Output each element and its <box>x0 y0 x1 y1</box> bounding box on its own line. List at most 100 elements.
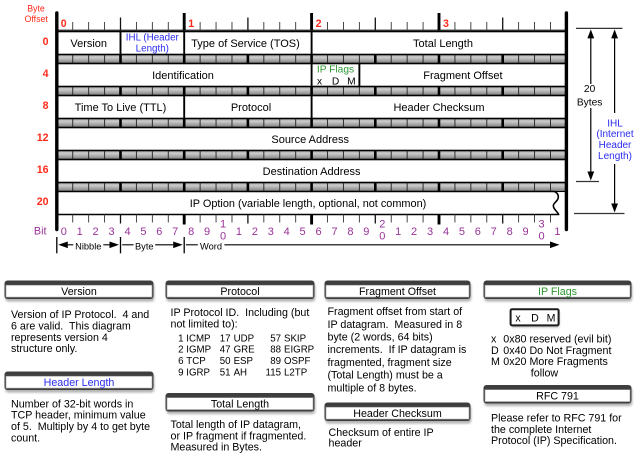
svg-text:Protocol (IP) Specification.: Protocol (IP) Specification. <box>491 435 617 447</box>
svg-text:IP Flags: IP Flags <box>317 64 354 75</box>
svg-text:5: 5 <box>300 226 306 238</box>
svg-text:IP Flags: IP Flags <box>538 286 577 298</box>
svg-text:or IP fragment if fragmented.: or IP fragment if fragmented. <box>171 430 307 442</box>
svg-text:header: header <box>329 438 363 450</box>
svg-text:structure only.: structure only. <box>11 343 77 355</box>
svg-text:UDP: UDP <box>234 333 254 344</box>
svg-text:x: x <box>515 313 521 325</box>
svg-text:Identification: Identification <box>152 70 214 82</box>
svg-text:20: 20 <box>37 196 49 208</box>
svg-text:IP Protocol ID. Including (bu: IP Protocol ID. Including (but <box>171 307 310 319</box>
svg-text:Protocol: Protocol <box>220 286 259 298</box>
svg-text:9: 9 <box>363 226 369 238</box>
svg-text:Checksum of entire IP: Checksum of entire IP <box>329 427 434 439</box>
svg-text:9: 9 <box>523 226 529 238</box>
svg-text:Fragment Offset: Fragment Offset <box>423 70 502 82</box>
svg-text:1: 1 <box>220 218 226 230</box>
svg-text:1: 1 <box>77 226 83 238</box>
svg-text:Header Checksum: Header Checksum <box>353 408 442 420</box>
svg-text:Measured in Bytes.: Measured in Bytes. <box>171 442 262 454</box>
svg-text:x: x <box>317 76 322 87</box>
svg-text:Byte: Byte <box>135 241 154 251</box>
svg-text:D: D <box>491 345 499 357</box>
svg-text:x: x <box>491 333 497 345</box>
svg-text:1: 1 <box>178 333 183 344</box>
svg-text:Fragment Offset: Fragment Offset <box>359 286 436 298</box>
svg-text:5: 5 <box>459 226 465 238</box>
svg-text:9: 9 <box>178 368 183 379</box>
svg-text:fragmented, fragment size: fragmented, fragment size <box>328 357 452 369</box>
svg-text:Header Length: Header Length <box>44 377 115 389</box>
svg-text:3: 3 <box>268 226 274 238</box>
svg-text:IGMP: IGMP <box>186 345 211 356</box>
svg-text:1: 1 <box>395 226 401 238</box>
svg-text:D: D <box>531 313 539 325</box>
svg-text:6: 6 <box>316 226 322 238</box>
svg-text:1: 1 <box>188 18 194 30</box>
svg-text:ICMP: ICMP <box>186 333 210 344</box>
svg-text:Bytes: Bytes <box>577 97 602 108</box>
svg-text:Protocol: Protocol <box>231 102 271 114</box>
svg-text:16: 16 <box>37 164 49 176</box>
svg-text:Total length of IP datagram,: Total length of IP datagram, <box>171 419 302 431</box>
svg-text:Source Address: Source Address <box>271 134 349 146</box>
svg-text:0: 0 <box>220 230 226 242</box>
svg-text:2: 2 <box>93 226 99 238</box>
svg-text:Nibble: Nibble <box>75 241 101 251</box>
svg-text:L2TP: L2TP <box>284 368 307 379</box>
svg-text:9: 9 <box>204 226 210 238</box>
svg-text:Total Length: Total Length <box>413 38 473 50</box>
svg-text:represents version 4: represents version 4 <box>11 332 108 344</box>
svg-text:0: 0 <box>43 36 49 48</box>
svg-text:4: 4 <box>443 226 449 238</box>
svg-text:47: 47 <box>220 345 231 356</box>
svg-text:count.: count. <box>11 432 40 444</box>
svg-text:Time To Live (TTL): Time To Live (TTL) <box>75 102 167 114</box>
svg-text:(Total Length) must be a: (Total Length) must be a <box>328 370 443 382</box>
svg-text:IP datagram. Measured in 8: IP datagram. Measured in 8 <box>328 319 463 331</box>
svg-text:8: 8 <box>507 226 513 238</box>
svg-text:(Internet: (Internet <box>596 129 633 140</box>
svg-text:Version: Version <box>70 38 107 50</box>
svg-text:Byte: Byte <box>27 3 45 13</box>
svg-text:byte (2 words, 64 bits): byte (2 words, 64 bits) <box>328 332 433 344</box>
svg-text:SKIP: SKIP <box>284 333 306 344</box>
svg-text:IHL: IHL <box>607 118 623 129</box>
svg-text:0x40 Do Not Fragment: 0x40 Do Not Fragment <box>503 345 611 357</box>
svg-text:M: M <box>547 313 556 325</box>
svg-text:ESP: ESP <box>234 356 253 367</box>
svg-text:Version of IP Protocol. 4 and: Version of IP Protocol. 4 and <box>11 309 149 321</box>
svg-text:4: 4 <box>43 68 49 80</box>
svg-text:0x20 More Fragments: 0x20 More Fragments <box>503 356 608 368</box>
svg-text:7: 7 <box>491 226 497 238</box>
svg-text:Please refer to RFC 791 for: Please refer to RFC 791 for <box>491 413 622 425</box>
svg-text:20: 20 <box>584 84 596 95</box>
svg-text:8: 8 <box>347 226 353 238</box>
svg-text:1: 1 <box>236 226 242 238</box>
svg-text:5: 5 <box>140 226 146 238</box>
svg-text:0: 0 <box>538 230 544 242</box>
svg-text:2: 2 <box>178 345 183 356</box>
svg-text:12: 12 <box>37 132 49 144</box>
svg-text:Length): Length) <box>136 44 169 55</box>
svg-text:8: 8 <box>188 226 194 238</box>
svg-text:7: 7 <box>172 226 178 238</box>
svg-text:50: 50 <box>220 356 231 367</box>
svg-text:0: 0 <box>61 226 67 238</box>
svg-text:Destination Address: Destination Address <box>263 166 361 178</box>
svg-text:increments. If IP datagram is: increments. If IP datagram is <box>328 344 467 356</box>
svg-text:6 are valid. This diagram: 6 are valid. This diagram <box>11 321 131 333</box>
svg-text:3: 3 <box>108 226 114 238</box>
svg-text:0: 0 <box>379 230 385 242</box>
svg-text:M: M <box>491 356 500 368</box>
svg-text:Header Checksum: Header Checksum <box>393 102 484 114</box>
svg-text:89: 89 <box>270 356 281 367</box>
svg-text:RFC 791: RFC 791 <box>536 390 579 402</box>
svg-text:IHL (Header: IHL (Header <box>126 33 180 44</box>
svg-text:Word: Word <box>200 241 222 251</box>
svg-text:3: 3 <box>538 218 544 230</box>
svg-text:1: 1 <box>554 226 560 238</box>
svg-text:51: 51 <box>220 368 231 379</box>
svg-text:115: 115 <box>266 368 281 379</box>
svg-text:of 5. Multiply by 4 to get by: of 5. Multiply by 4 to get byte <box>11 421 150 433</box>
